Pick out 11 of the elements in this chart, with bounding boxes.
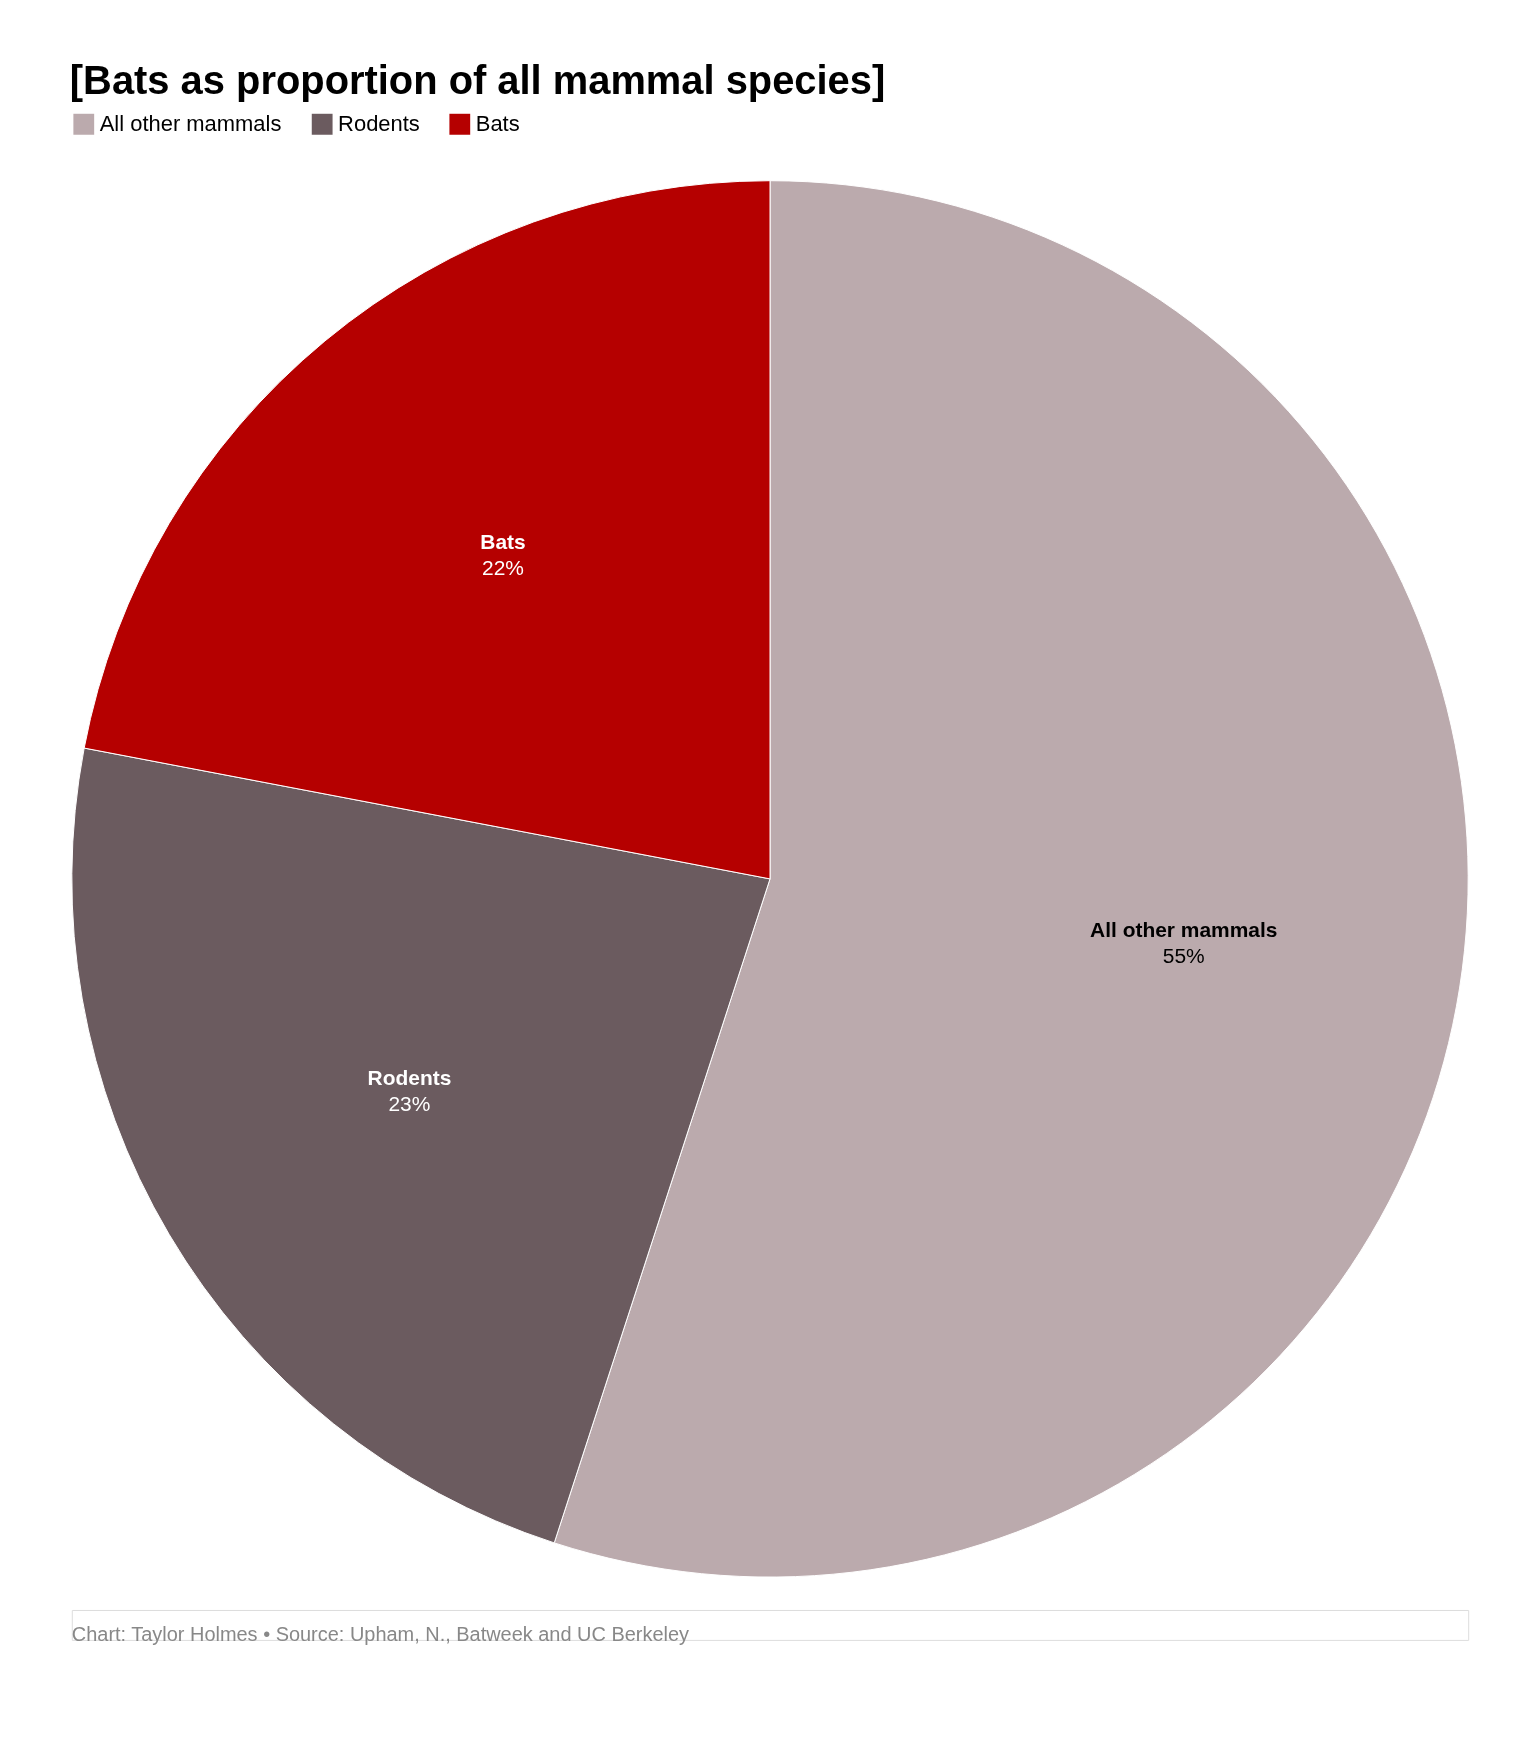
data-label: 22% xyxy=(482,556,524,580)
chart-title: [Bats as proportion of all mammal species] xyxy=(69,57,886,102)
slice-label: All other mammals xyxy=(1090,918,1278,942)
legend-label: Rodents xyxy=(338,111,420,137)
slice-label: Bats xyxy=(480,530,526,554)
legend-label: Bats xyxy=(475,111,520,137)
slice-label: Rodents xyxy=(367,1066,452,1090)
data-label: 23% xyxy=(388,1092,431,1116)
data-label: 55% xyxy=(1162,944,1205,968)
text: Chart: Taylor Holmes • Source: Upham, N., Batweek and UC Berkeley xyxy=(71,1622,690,1645)
legend-label: All other mammals xyxy=(99,111,282,137)
